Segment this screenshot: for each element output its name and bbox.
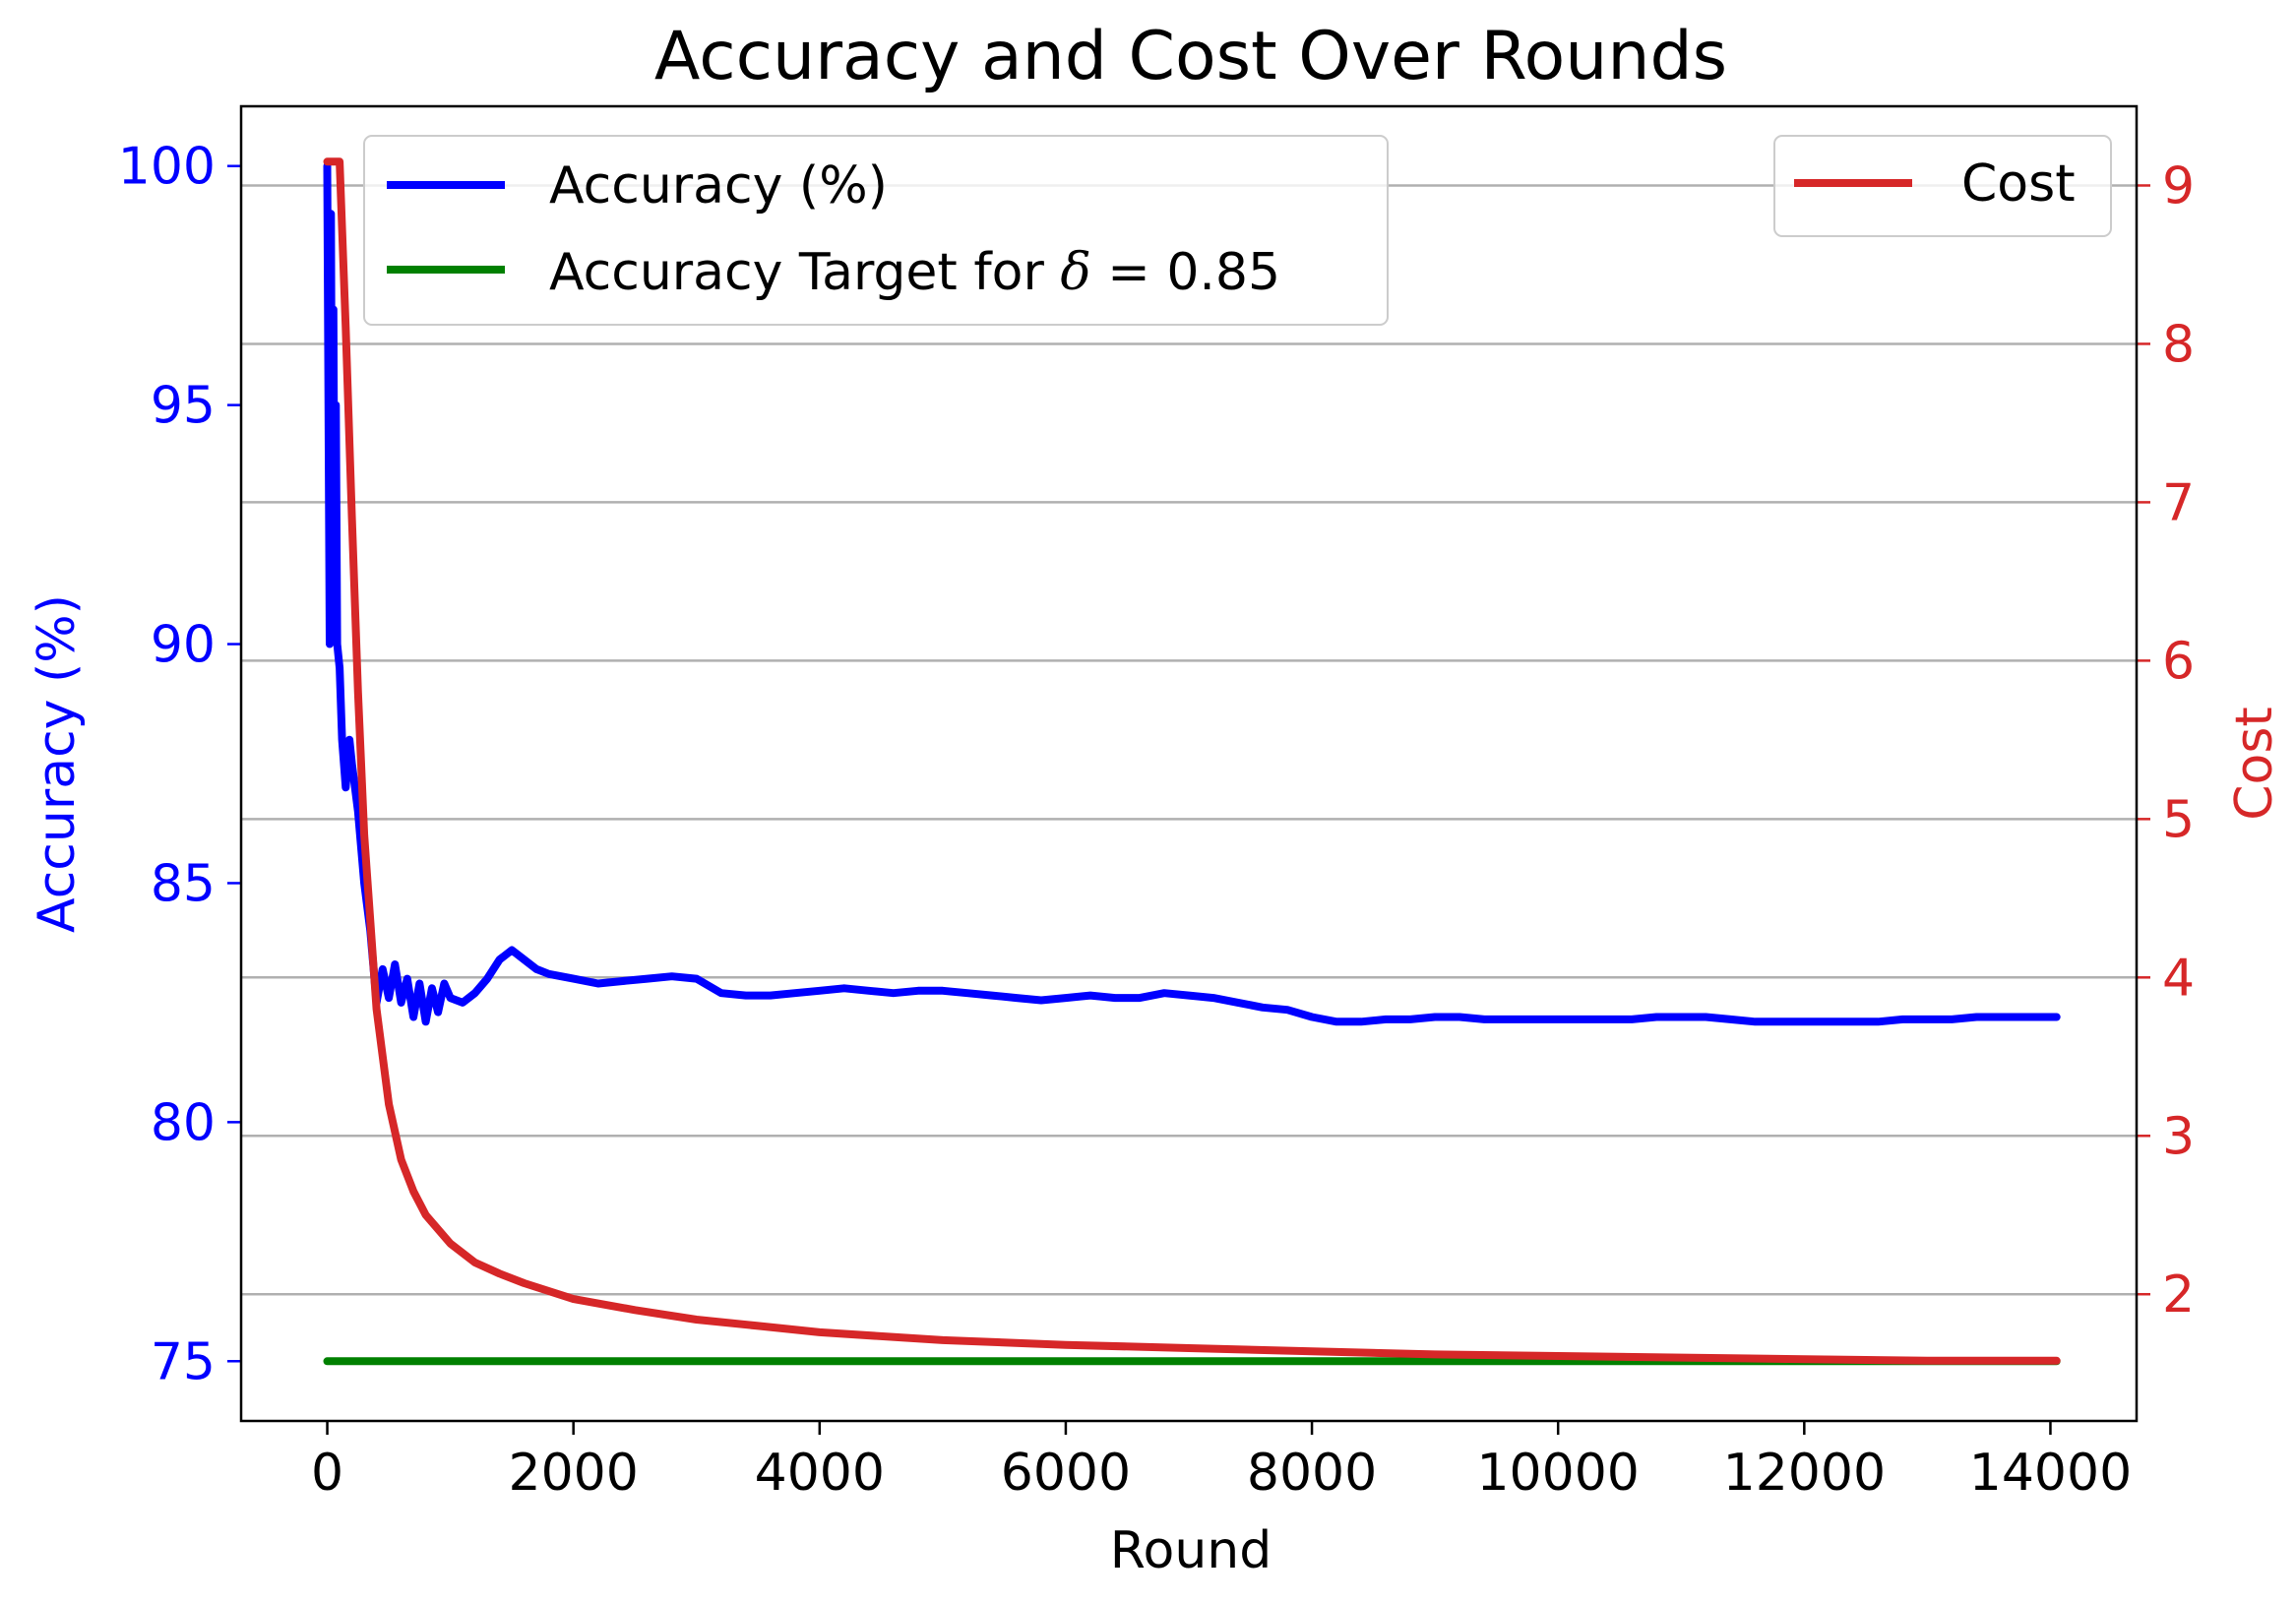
y-left-tick-label: 75 (151, 1332, 216, 1391)
legend-left-box (363, 135, 1389, 326)
y-right-tick-label: 8 (2162, 315, 2195, 374)
legend-right-box (1773, 135, 2112, 237)
plot-frame (239, 104, 2139, 1423)
legend-target-eq: = 0.85 (1091, 243, 1280, 302)
y-right-tick-label: 2 (2162, 1265, 2195, 1325)
y-left-tick-label: 90 (151, 616, 216, 675)
y-left-tick-label: 95 (151, 377, 216, 436)
legend-target-label: Accuracy Target for δ = 0.85 (549, 243, 1280, 302)
legend-cost-label: Cost (1961, 154, 2076, 214)
y-right-tick-label: 6 (2162, 632, 2195, 691)
series-layer (323, 157, 2061, 1366)
x-tick-label: 4000 (755, 1444, 885, 1503)
x-tick-label: 14000 (1969, 1444, 2132, 1503)
chart-title: Accuracy and Cost Over Rounds (654, 18, 1727, 95)
series-line-cost (323, 157, 2061, 1365)
legend-target-delta: δ (1060, 243, 1090, 302)
x-axis-label: Round (1110, 1521, 1272, 1580)
y-right-tick-label: 5 (2162, 790, 2195, 849)
y-right-axis-label: Cost (2225, 707, 2284, 821)
x-tick-label: 8000 (1247, 1444, 1377, 1503)
x-tick-label: 12000 (1723, 1444, 1886, 1503)
y-left-tick-label: 80 (151, 1093, 216, 1152)
y-right-tick-label: 4 (2162, 949, 2195, 1008)
grid (241, 184, 2137, 1296)
y-right-tick-label: 7 (2162, 473, 2195, 532)
legend-accuracy-label: Accuracy (%) (549, 156, 888, 216)
x-tick-label: 0 (311, 1444, 343, 1503)
x-tick-label: 6000 (1001, 1444, 1131, 1503)
y-left-axis-label: Accuracy (%) (28, 594, 87, 933)
y-left-tick-label: 100 (118, 138, 216, 197)
y-right-tick-label: 3 (2162, 1107, 2195, 1166)
legend-left: Accuracy (%) Accuracy Target for δ = 0.8… (363, 135, 1389, 326)
ticks: 0 2000 4000 6000 8000 10000 12000 1400075808590… (118, 138, 2195, 1503)
legend-right: Cost (1773, 135, 2112, 237)
x-tick-label: 10000 (1476, 1444, 1639, 1503)
y-left-tick-label: 85 (151, 854, 216, 913)
legend-target-text: Accuracy Target for (549, 243, 1060, 302)
x-tick-label: 2000 (509, 1444, 639, 1503)
y-right-tick-label: 9 (2162, 156, 2195, 216)
